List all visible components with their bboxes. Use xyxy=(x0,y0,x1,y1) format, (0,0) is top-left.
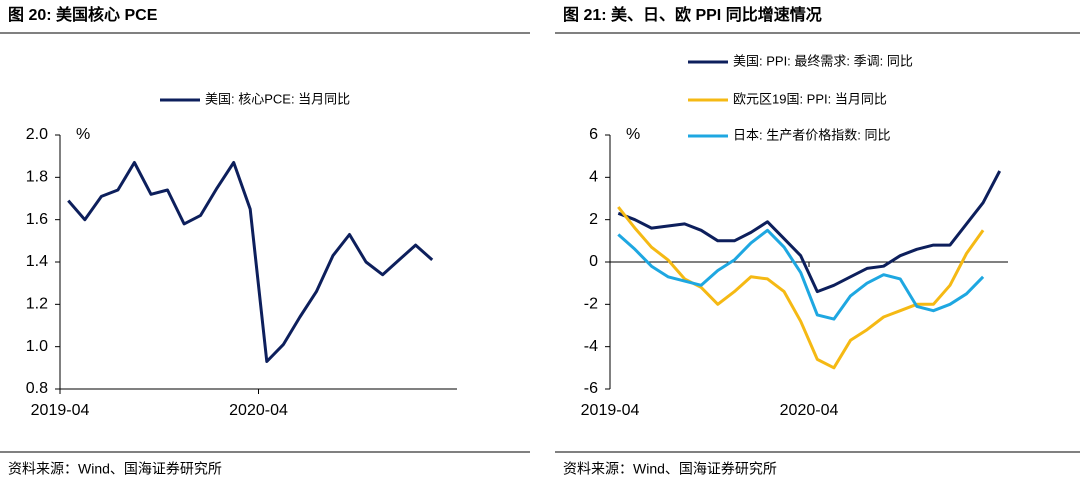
y-tick-label: 0 xyxy=(589,253,598,270)
y-tick-label: -2 xyxy=(584,296,598,313)
y-tick-label: -4 xyxy=(584,338,598,355)
legend-label: 欧元区19国: PPI: 当月同比 xyxy=(733,91,887,106)
y-tick-label: 2.0 xyxy=(26,126,48,143)
legend-label: 美国: 核心PCE: 当月同比 xyxy=(205,91,350,106)
x-tick-label: 2019-04 xyxy=(31,402,90,419)
y-tick-label: 2 xyxy=(589,211,598,228)
source: 资料来源：Wind、国海证券研究所 xyxy=(8,461,222,477)
x-tick-label: 2019-04 xyxy=(581,402,640,419)
unit-label: % xyxy=(76,126,90,143)
x-tick-label: 2020-04 xyxy=(229,402,288,419)
y-tick-label: 6 xyxy=(589,126,598,143)
chart-title: 图 21: 美、日、欧 PPI 同比增速情况 xyxy=(563,5,822,24)
legend-label: 美国: PPI: 最终需求: 季调: 同比 xyxy=(733,53,913,68)
y-tick-label: 1.4 xyxy=(26,253,48,270)
unit-label: % xyxy=(626,126,640,143)
y-tick-label: 0.8 xyxy=(26,380,48,397)
series-line xyxy=(617,206,985,370)
y-tick-label: 4 xyxy=(589,169,598,186)
x-tick-label: 2020-04 xyxy=(780,402,839,419)
series-line xyxy=(617,170,1002,294)
y-tick-label: 1.0 xyxy=(26,338,48,355)
y-tick-label: 1.8 xyxy=(26,169,48,186)
y-tick-label: 1.2 xyxy=(26,296,48,313)
source: 资料来源：Wind、国海证券研究所 xyxy=(563,461,777,477)
series-line xyxy=(617,228,985,321)
y-tick-label: 1.6 xyxy=(26,211,48,228)
y-tick-label: -6 xyxy=(584,380,598,397)
chart-title: 图 20: 美国核心 PCE xyxy=(8,5,158,24)
legend-label: 日本: 生产者价格指数: 同比 xyxy=(733,127,890,142)
series-line xyxy=(67,161,434,363)
